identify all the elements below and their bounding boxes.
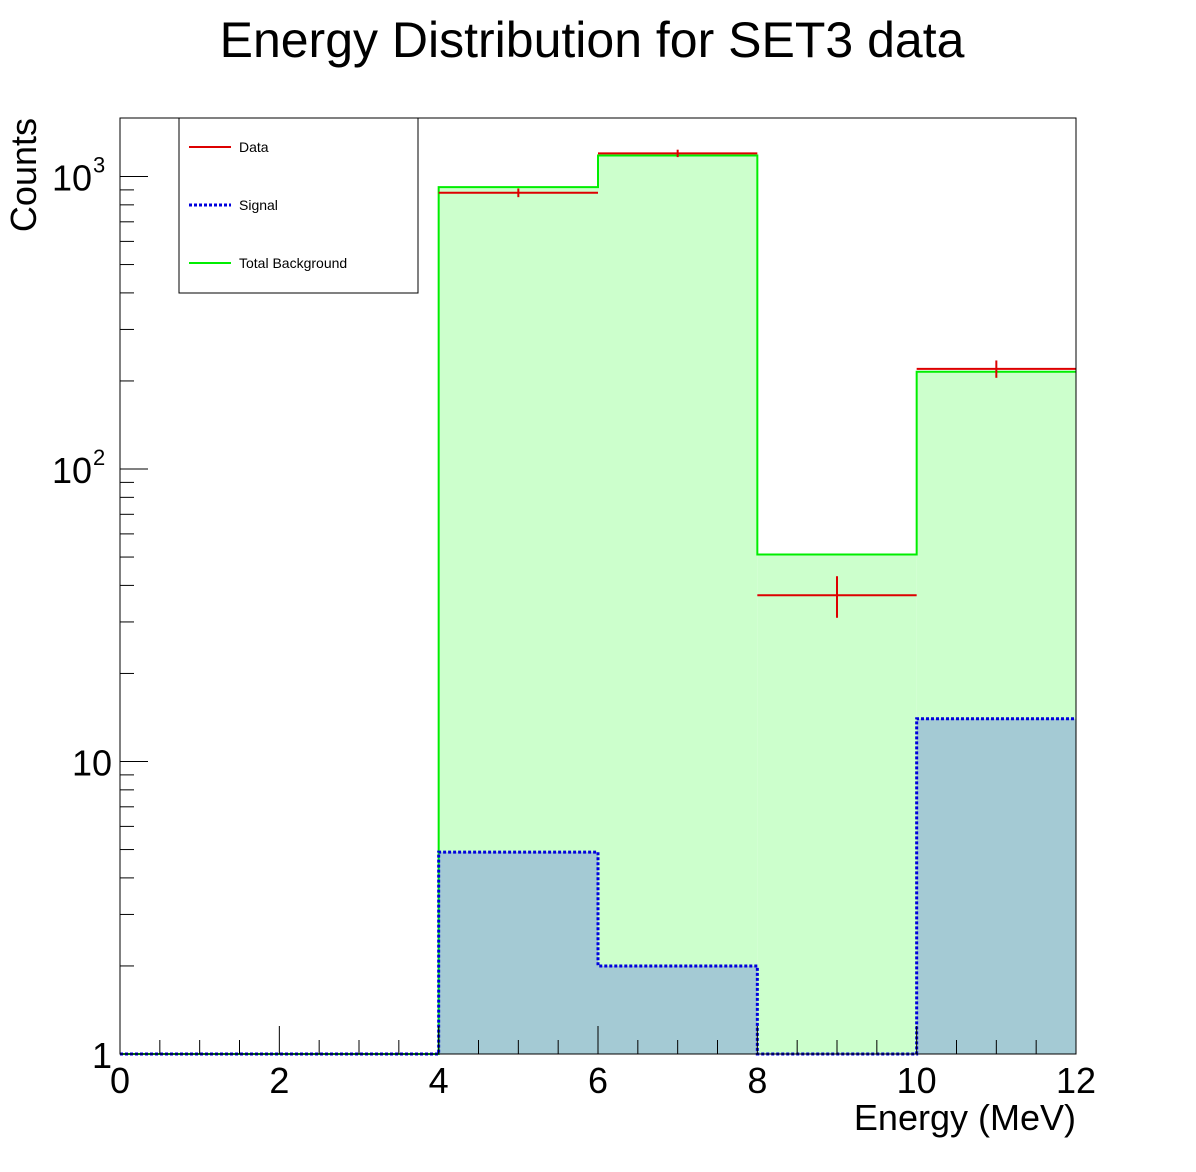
x-tick-label: 12 [1056, 1060, 1096, 1101]
x-tick-label: 2 [269, 1060, 289, 1101]
y-tick-exponent: 3 [93, 153, 105, 178]
chart-title: Energy Distribution for SET3 data [220, 12, 965, 68]
x-axis: 0 2 4 6 8 10 12 [110, 1026, 1096, 1101]
y-tick-label: 10 [52, 158, 92, 199]
legend-entry-2: Total Background [189, 255, 347, 271]
x-tick-label: 0 [110, 1060, 130, 1101]
background-bar-3 [598, 155, 758, 1055]
x-tick-label: 10 [897, 1060, 937, 1101]
legend-entry-0: Data [189, 139, 269, 155]
x-tick-label: 4 [429, 1060, 449, 1101]
plot-area [438, 155, 1076, 1055]
x-tick-label: 6 [588, 1060, 608, 1101]
background-bar-4 [757, 554, 917, 1054]
legend: Data Signal Total Background [178, 117, 419, 294]
signal-bar-2 [438, 852, 598, 1054]
x-tick-label: 8 [747, 1060, 767, 1101]
y-axis-label: Counts [3, 118, 44, 232]
data-point-3 [916, 360, 1076, 378]
data-points [438, 149, 1076, 618]
y-tick-label: 10 [72, 743, 112, 784]
data-point-2 [757, 576, 917, 618]
y-tick-label: 10 [52, 450, 92, 491]
y-tick-exponent: 2 [93, 445, 105, 470]
signal-bar-3 [598, 965, 758, 1054]
legend-label: Data [239, 139, 269, 155]
data-point-0 [438, 188, 598, 198]
signal-bar-5 [916, 718, 1076, 1054]
data-point-1 [598, 149, 758, 158]
legend-label: Signal [239, 197, 278, 213]
legend-entry-1: Signal [189, 197, 278, 213]
legend-label: Total Background [239, 255, 347, 271]
y-tick-label: 1 [92, 1035, 112, 1076]
x-axis-label: Energy (MeV) [854, 1097, 1076, 1138]
